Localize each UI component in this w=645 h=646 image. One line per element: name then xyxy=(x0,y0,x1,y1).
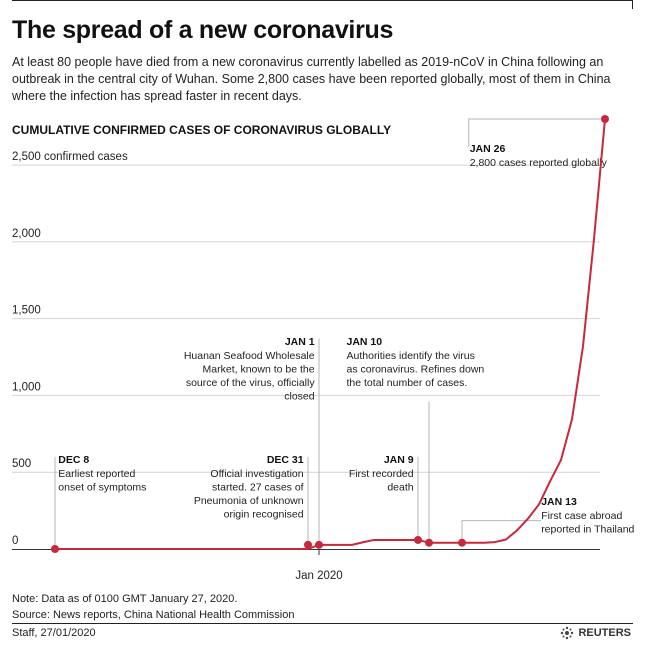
annotation-text-1-0: Official investigation xyxy=(210,468,303,480)
y-tick-label-5: 2,500 confirmed cases xyxy=(12,151,128,163)
annotation-text-4-2: the total number of cases. xyxy=(347,377,468,389)
annotation-date-2: JAN 1 xyxy=(285,336,315,348)
annotation-text-2-2: source of the virus, officially xyxy=(186,377,316,389)
leader-line-5 xyxy=(461,520,542,543)
reuters-logo-text: REUTERS xyxy=(578,627,631,639)
top-border xyxy=(0,0,645,9)
data-marker-4 xyxy=(425,538,433,547)
data-marker-6 xyxy=(601,115,609,123)
annotation-text-1-3: origin recognised xyxy=(224,509,304,521)
y-tick-label-1: 500 xyxy=(12,458,31,470)
annotation-text-3-0: First recorded xyxy=(349,468,414,480)
y-tick-label-2: 1,000 xyxy=(12,381,41,393)
annotation-date-3: JAN 9 xyxy=(384,454,414,466)
y-tick-label-4: 2,000 xyxy=(12,228,41,240)
chart-heading: CUMULATIVE CONFIRMED CASES OF CORONAVIRU… xyxy=(12,123,392,137)
footer-notes: Note: Data as of 0100 GMT January 27, 20… xyxy=(12,591,294,623)
annotation-text-0-0: Earliest reported xyxy=(58,468,135,480)
annotation-date-5: JAN 13 xyxy=(541,496,577,508)
reuters-logo: REUTERS xyxy=(560,626,631,640)
data-marker-3 xyxy=(414,535,422,544)
annotation-text-2-0: Huanan Seafood Wholesale xyxy=(184,350,315,362)
data-marker-1 xyxy=(304,540,312,549)
annotation-text-2-1: Market, known to be the xyxy=(203,363,315,375)
annotation-text-6-0: 2,800 cases reported globally xyxy=(470,157,608,169)
footer-divider xyxy=(12,623,633,624)
annotation-text-5-1: reported in Thailand xyxy=(541,524,634,536)
annotation-date-1: DEC 31 xyxy=(267,454,304,466)
annotation-text-5-0: First case abroad xyxy=(541,510,622,522)
annotation-text-1-2: Pneumonia of unknown xyxy=(194,495,304,507)
annotation-date-0: DEC 8 xyxy=(58,454,89,466)
page-title: The spread of a new coronavirus xyxy=(12,16,394,44)
y-tick-label-3: 1,500 xyxy=(12,305,41,317)
reuters-logo-icon xyxy=(561,626,574,640)
footer-source: Source: News reports, China National Hea… xyxy=(12,609,295,621)
y-tick-label-0: 0 xyxy=(12,535,18,547)
footer-credit: Staff, 27/01/2020 xyxy=(12,627,96,639)
annotation-date-6: JAN 26 xyxy=(470,143,506,155)
annotation-date-4: JAN 10 xyxy=(347,336,383,348)
annotation-text-0-1: onset of symptoms xyxy=(58,482,146,494)
data-marker-2 xyxy=(315,540,323,549)
annotation-text-2-3: closed xyxy=(284,390,315,402)
annotation-text-4-0: Authorities identify the virus xyxy=(347,350,475,362)
data-marker-5 xyxy=(458,538,466,547)
series-line xyxy=(55,118,606,550)
annotation-text-3-1: death xyxy=(387,482,413,494)
annotation-text-4-1: as coronavirus. Refines down xyxy=(347,363,485,375)
leader-line-6 xyxy=(468,118,605,147)
annotation-text-1-1: started. 27 cases of xyxy=(212,482,304,494)
subtitle: At least 80 people have died from a new … xyxy=(12,55,611,103)
footer-note: Note: Data as of 0100 GMT January 27, 20… xyxy=(12,593,238,605)
x-tick-label-0: Jan 2020 xyxy=(295,570,342,582)
data-marker-0 xyxy=(51,545,59,553)
